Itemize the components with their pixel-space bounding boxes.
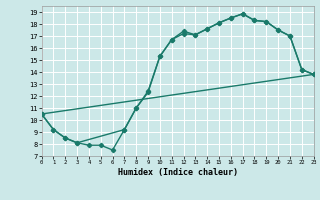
- X-axis label: Humidex (Indice chaleur): Humidex (Indice chaleur): [118, 168, 237, 177]
